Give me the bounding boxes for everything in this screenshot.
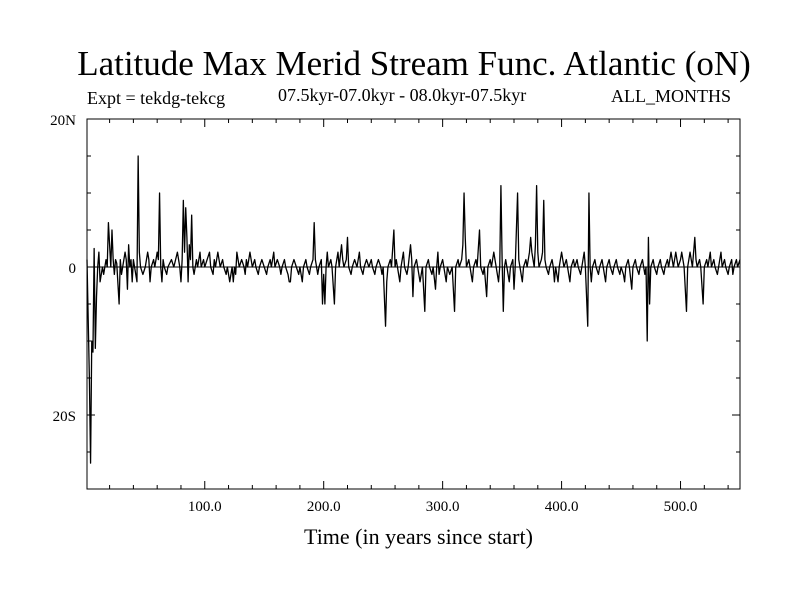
x-tick-label: 500.0	[664, 499, 698, 515]
series-line-1	[86, 155, 741, 464]
x-tick-label: 300.0	[426, 499, 460, 515]
x-tick-label: 100.0	[188, 499, 222, 515]
plot-frame	[86, 118, 741, 490]
axes	[86, 118, 741, 490]
tick-labels: 100.0 200.0 300.0 400.0 500.0 20N 0 20S	[50, 113, 697, 515]
y-tick-label: 0	[69, 261, 77, 277]
series-group	[86, 155, 741, 464]
tick-marks	[87, 118, 740, 490]
experiment-label: Expt = tekdg-tekcg	[87, 88, 226, 108]
x-tick-label: 200.0	[307, 499, 341, 515]
chart-title: Latitude Max Merid Stream Func. Atlantic…	[77, 44, 751, 83]
period-label: 07.5kyr-07.0kyr - 08.0kyr-07.5kyr	[278, 85, 527, 105]
x-tick-label: 400.0	[545, 499, 579, 515]
y-tick-label: 20N	[50, 113, 76, 129]
y-tick-label: 20S	[53, 409, 76, 425]
x-axis-label: Time (in years since start)	[304, 524, 533, 549]
months-label: ALL_MONTHS	[611, 86, 731, 106]
